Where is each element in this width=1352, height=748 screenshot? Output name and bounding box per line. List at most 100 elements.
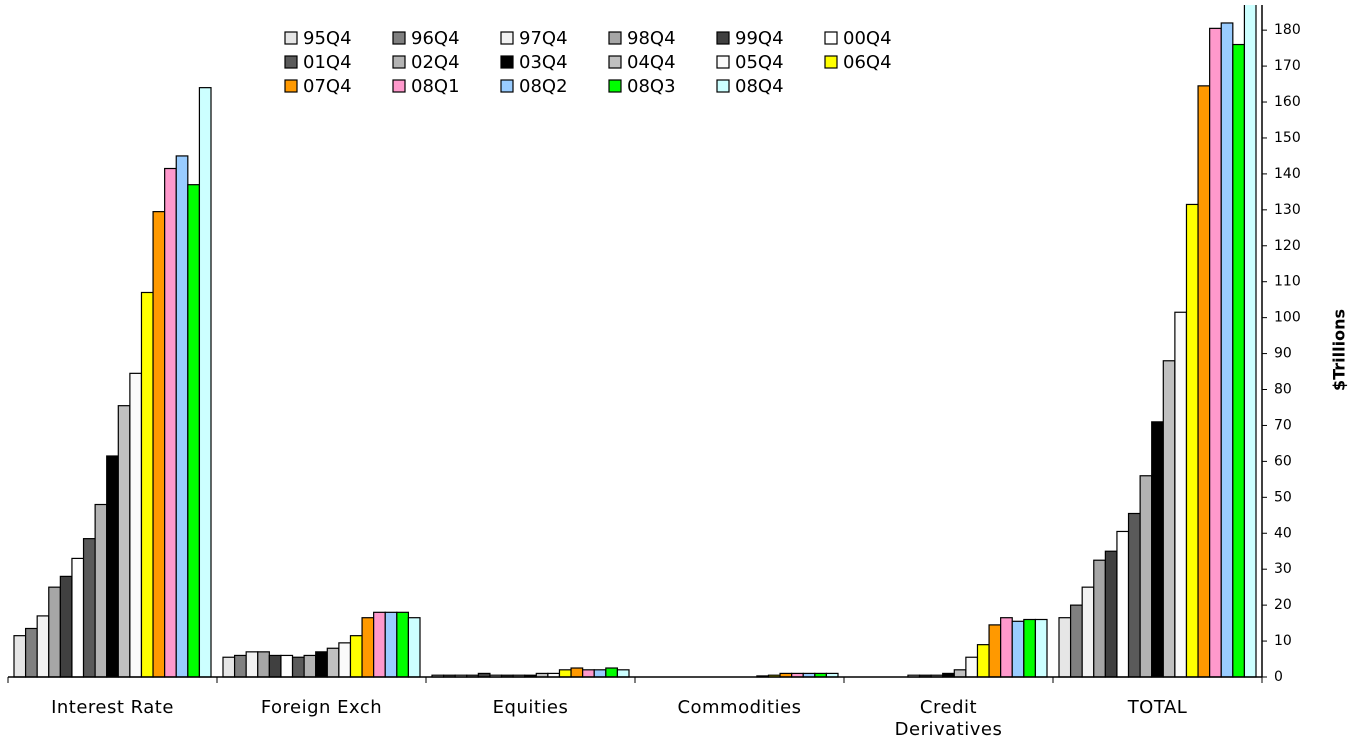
- bar: [349, 635, 363, 678]
- bar: [1197, 85, 1211, 678]
- legend-swatch: [608, 55, 622, 69]
- y-tick-label: 70: [1274, 417, 1292, 433]
- legend-swatch: [716, 55, 730, 69]
- legend-label: 08Q4: [735, 76, 784, 97]
- legend-label: 97Q4: [519, 28, 568, 49]
- bar: [1209, 27, 1222, 678]
- bar: [605, 667, 619, 678]
- y-tick-label: 60: [1274, 453, 1292, 469]
- bar: [198, 87, 212, 678]
- bar: [558, 669, 572, 678]
- legend-label: 08Q3: [627, 76, 676, 97]
- x-tick-label: TOTAL: [1127, 697, 1188, 718]
- bar: [988, 624, 1002, 678]
- y-tick-label: 180: [1274, 22, 1301, 38]
- legend-swatch: [500, 79, 514, 93]
- legend-swatch: [608, 79, 622, 93]
- bar: [13, 635, 27, 678]
- bar: [257, 651, 270, 678]
- x-tick-label: Interest Rate: [51, 697, 174, 718]
- bar: [94, 503, 108, 678]
- legend-label: 96Q4: [411, 28, 460, 49]
- legend-swatch: [716, 79, 730, 93]
- bar: [129, 372, 143, 678]
- bar: [1232, 43, 1246, 678]
- legend-swatch: [500, 31, 514, 45]
- y-tick-label: 50: [1274, 489, 1292, 505]
- bar: [570, 667, 584, 678]
- bar: [965, 656, 979, 678]
- bar: [1220, 22, 1234, 678]
- bar: [71, 557, 85, 678]
- bar: [1058, 617, 1072, 678]
- bar: [338, 642, 352, 678]
- bar: [1023, 618, 1037, 678]
- legend-swatch: [392, 31, 406, 45]
- bar: [245, 651, 259, 678]
- bar: [1185, 203, 1199, 678]
- bar: [1243, 5, 1257, 678]
- bar: [616, 669, 630, 678]
- bar: [1162, 360, 1176, 678]
- legend-swatch: [284, 55, 298, 69]
- legend-label: 06Q4: [843, 52, 892, 73]
- bar: [384, 611, 398, 678]
- bar: [164, 167, 177, 678]
- y-tick-label: 90: [1274, 346, 1292, 362]
- x-tick-label: Foreign Exch: [260, 697, 383, 718]
- y-tick-label: 10: [1274, 633, 1292, 649]
- bar: [1151, 421, 1164, 678]
- legend-swatch: [284, 79, 298, 93]
- legend-label: 08Q1: [411, 76, 460, 97]
- x-tick-label: Commodities: [677, 697, 802, 718]
- bar: [1069, 604, 1083, 678]
- legend-label: 02Q4: [411, 52, 460, 73]
- y-tick-label: 0: [1274, 669, 1283, 685]
- bar: [268, 654, 282, 678]
- bar: [106, 455, 119, 678]
- bar: [407, 617, 421, 678]
- y-tick-label: 140: [1274, 166, 1301, 182]
- legend-label: 08Q2: [519, 76, 568, 97]
- legend-label: 95Q4: [303, 28, 352, 49]
- bar: [59, 575, 73, 678]
- y-axis-label: $Trillions: [1330, 309, 1349, 391]
- y-tick-label: 130: [1274, 202, 1301, 218]
- y-tick-label: 40: [1274, 525, 1292, 541]
- bar: [24, 627, 38, 678]
- legend-swatch: [500, 55, 514, 69]
- y-tick-label: 150: [1274, 130, 1301, 146]
- legend-label: 04Q4: [627, 52, 676, 73]
- bar: [48, 586, 61, 678]
- bar: [1081, 586, 1095, 678]
- bar: [1034, 618, 1048, 678]
- legend-label: 07Q4: [303, 76, 352, 97]
- bar: [280, 654, 294, 678]
- bar: [1011, 620, 1025, 678]
- legend-swatch: [392, 79, 406, 93]
- bar: [291, 656, 305, 678]
- y-tick-label: 160: [1274, 94, 1301, 110]
- bar: [1127, 512, 1141, 678]
- x-tick-label: Equities: [492, 697, 569, 718]
- bar: [396, 611, 410, 678]
- bar: [1174, 311, 1188, 678]
- bar: [1139, 475, 1153, 678]
- legend-swatch: [284, 31, 298, 45]
- legend-label: 98Q4: [627, 28, 676, 49]
- legend-swatch: [824, 31, 838, 45]
- bar: [582, 669, 595, 678]
- legend-label: 05Q4: [735, 52, 784, 73]
- x-tick-label: Credit Derivatives: [894, 697, 1003, 740]
- bar: [1104, 550, 1118, 678]
- legend-label: 03Q4: [519, 52, 568, 73]
- bar: [222, 656, 236, 678]
- bar: [152, 211, 166, 678]
- legend-label: 99Q4: [735, 28, 784, 49]
- bar: [36, 615, 50, 678]
- legend-label: 01Q4: [303, 52, 352, 73]
- y-tick-label: 100: [1274, 310, 1301, 326]
- bar: [326, 647, 340, 678]
